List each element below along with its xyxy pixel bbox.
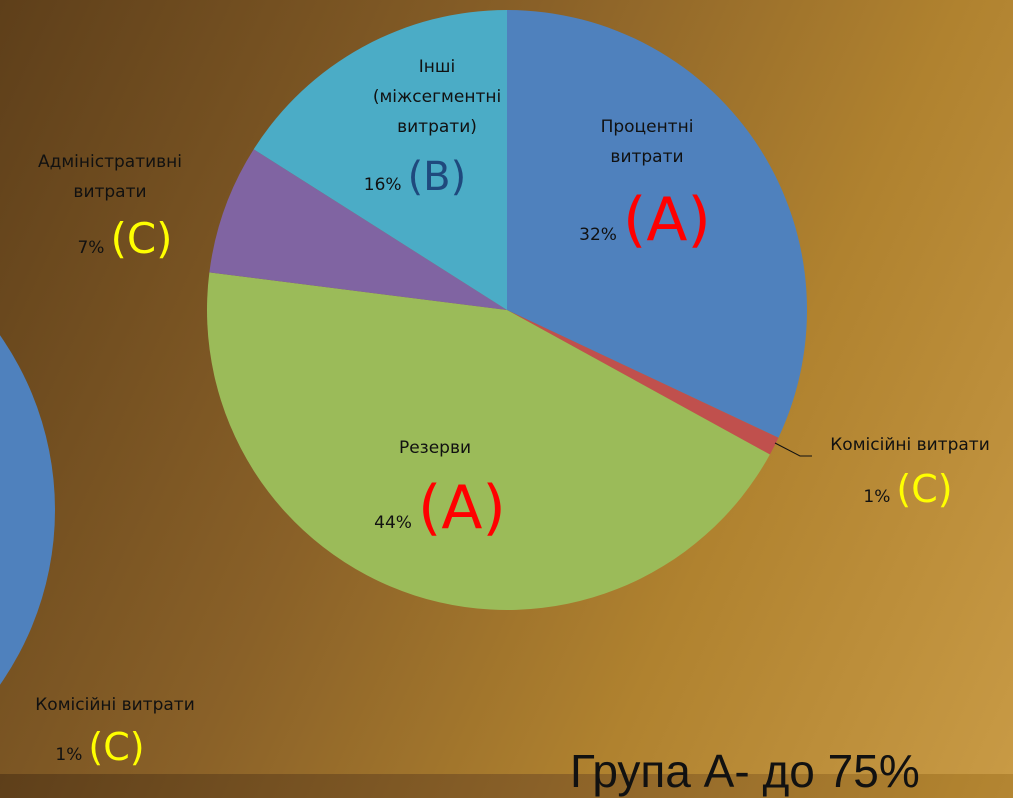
value-row: 44% (A) [374,478,506,538]
left-pie-background [0,335,55,685]
group-label: (A) [622,185,711,255]
group-label: (C) [896,467,953,511]
footer-text: Група А- до 75% [570,745,920,797]
pie-slice [507,310,779,455]
group-label: (C) [110,214,173,263]
pie-slice [507,10,808,438]
value-label: 16% [363,175,402,195]
value-row: 16% (B) [364,157,466,197]
value-label: 7% [77,238,105,258]
slice-label: Комісійні витрати [830,435,990,455]
value-label: 1% [863,487,891,507]
value-label: 1% [55,745,83,765]
value-row: 1% (C) [55,728,144,766]
chart [0,10,812,685]
value-label: 44% [374,513,412,533]
group-label: (A) [417,473,506,543]
value-row: 1% (C) [863,470,952,508]
leader-line [774,442,812,457]
value-row: 32% (A) [579,190,711,250]
pie-slice [206,272,770,611]
slice-label: Адміністративні витрати [37,152,183,202]
slice-label: Інші (міжсегментні витрати) [372,57,502,137]
slice-label: Комісійні витрати [35,695,195,715]
group-label: (C) [88,725,145,769]
slice-label: Резерви [398,438,472,458]
value-label: 32% [579,225,617,245]
pie-slice [209,149,507,310]
pie-slice [253,10,507,310]
slice-label: Процентні витрати [600,117,694,167]
value-row: 7% (C) [77,218,172,260]
group-label: (B) [407,154,467,200]
